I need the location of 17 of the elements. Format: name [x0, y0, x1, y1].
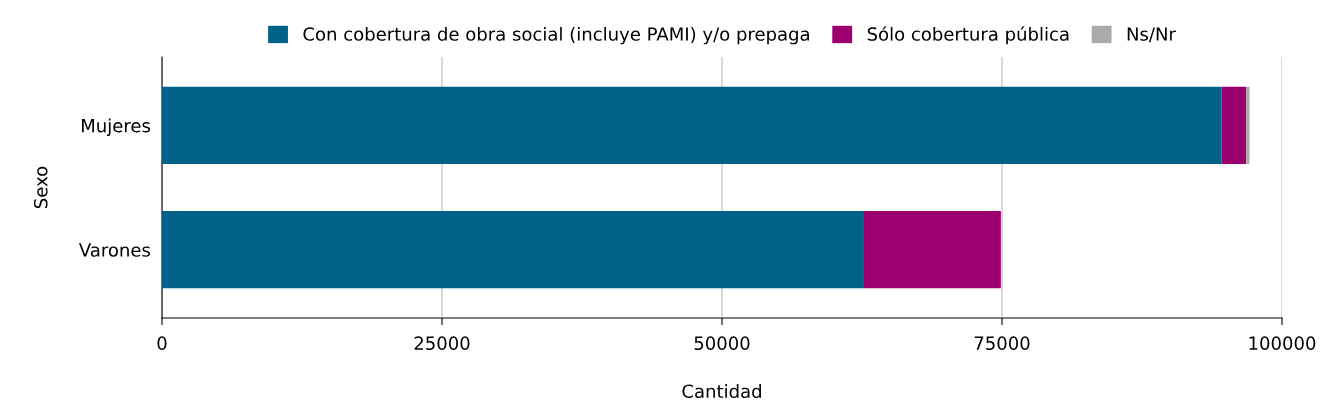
bar [162, 86, 1222, 164]
x-tick-label: 50000 [694, 336, 750, 351]
y-tick-label: Varones [78, 243, 151, 257]
y-axis-title: Sexo [33, 166, 48, 209]
bar [1221, 86, 1247, 164]
x-tick-label: 25000 [414, 336, 470, 351]
x-tick-label: 0 [157, 336, 167, 351]
bar [162, 211, 864, 289]
legend-label: Con cobertura de obra social (incluye PAMI) y/o prepaga [303, 26, 809, 45]
y-tick-label: Mujeres [81, 118, 151, 136]
legend-label: Sólo cobertura pública [867, 26, 1069, 45]
x-tick-label: 75000 [974, 336, 1030, 351]
x-axis-title: Cantidad [682, 384, 761, 399]
x-tick-label: 100000 [1249, 336, 1316, 351]
legend-label: Ns/Nr [1127, 27, 1176, 43]
bar [863, 211, 1001, 289]
bar [1246, 86, 1250, 164]
